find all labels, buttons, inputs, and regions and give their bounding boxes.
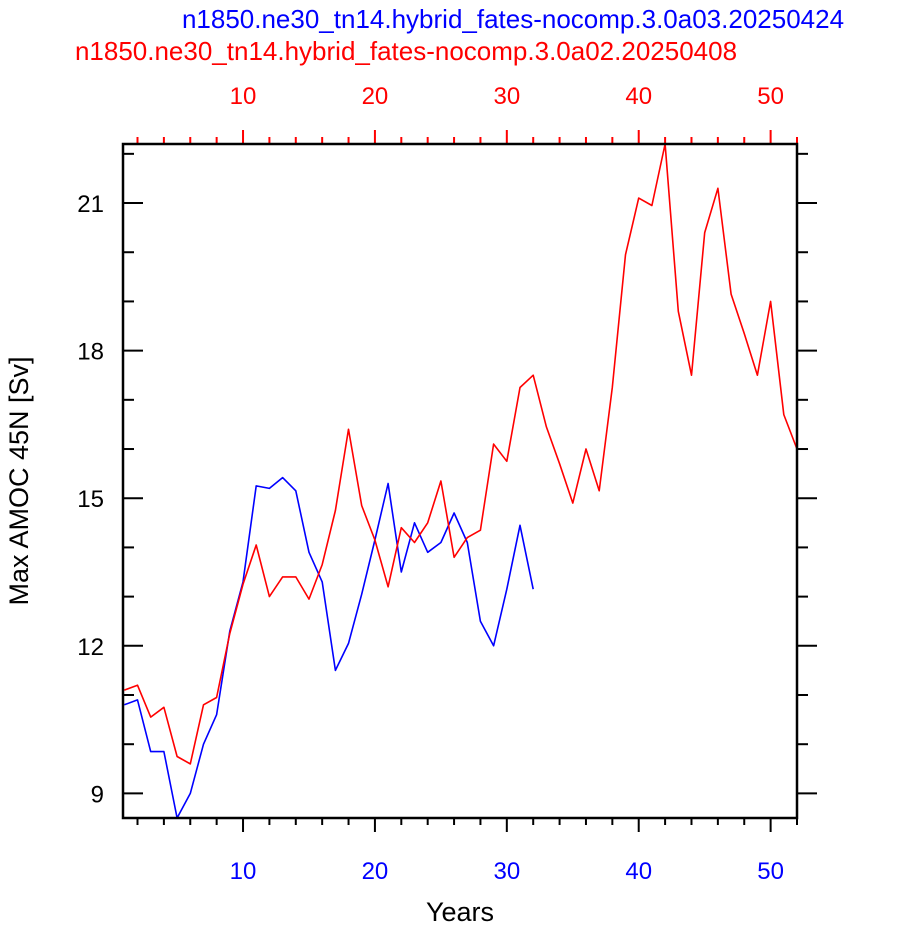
top-tick-label: 40 bbox=[625, 83, 652, 110]
y-tick-label: 21 bbox=[77, 191, 104, 218]
bottom-x-axis: 10 20 30 40 50 bbox=[136, 818, 798, 885]
top-tick-label: 10 bbox=[230, 83, 257, 110]
top-tick-label: 30 bbox=[493, 83, 520, 110]
plot-frame bbox=[121, 142, 799, 820]
y-tick-label: 12 bbox=[77, 634, 104, 661]
bottom-tick-label: 20 bbox=[362, 858, 389, 885]
series-lines bbox=[124, 143, 798, 819]
chart-title-blue: n1850.ne30_tn14.hybrid_fates-nocomp.3.0a… bbox=[182, 4, 844, 34]
y-tick-label: 15 bbox=[77, 486, 104, 513]
chart-title-red: n1850.ne30_tn14.hybrid_fates-nocomp.3.0a… bbox=[75, 36, 737, 66]
top-tick-label: 50 bbox=[757, 83, 784, 110]
x-axis-title: Years bbox=[426, 897, 494, 927]
bottom-tick-label: 40 bbox=[625, 858, 652, 885]
top-tick-label: 20 bbox=[362, 83, 389, 110]
y-tick-label: 18 bbox=[77, 339, 104, 366]
left-y-axis: 9 12 15 18 21 bbox=[77, 152, 143, 808]
bottom-tick-label: 10 bbox=[230, 858, 257, 885]
bottom-tick-label: 30 bbox=[493, 858, 520, 885]
series-line-a02 bbox=[124, 143, 798, 765]
y-axis-title: Max AMOC 45N [Sv] bbox=[4, 356, 34, 605]
y-tick-label: 9 bbox=[91, 781, 104, 808]
bottom-tick-label: 50 bbox=[757, 858, 784, 885]
right-y-axis bbox=[797, 152, 817, 795]
top-x-axis: 10 20 30 40 50 bbox=[136, 83, 798, 144]
series-line-a03 bbox=[124, 476, 534, 819]
